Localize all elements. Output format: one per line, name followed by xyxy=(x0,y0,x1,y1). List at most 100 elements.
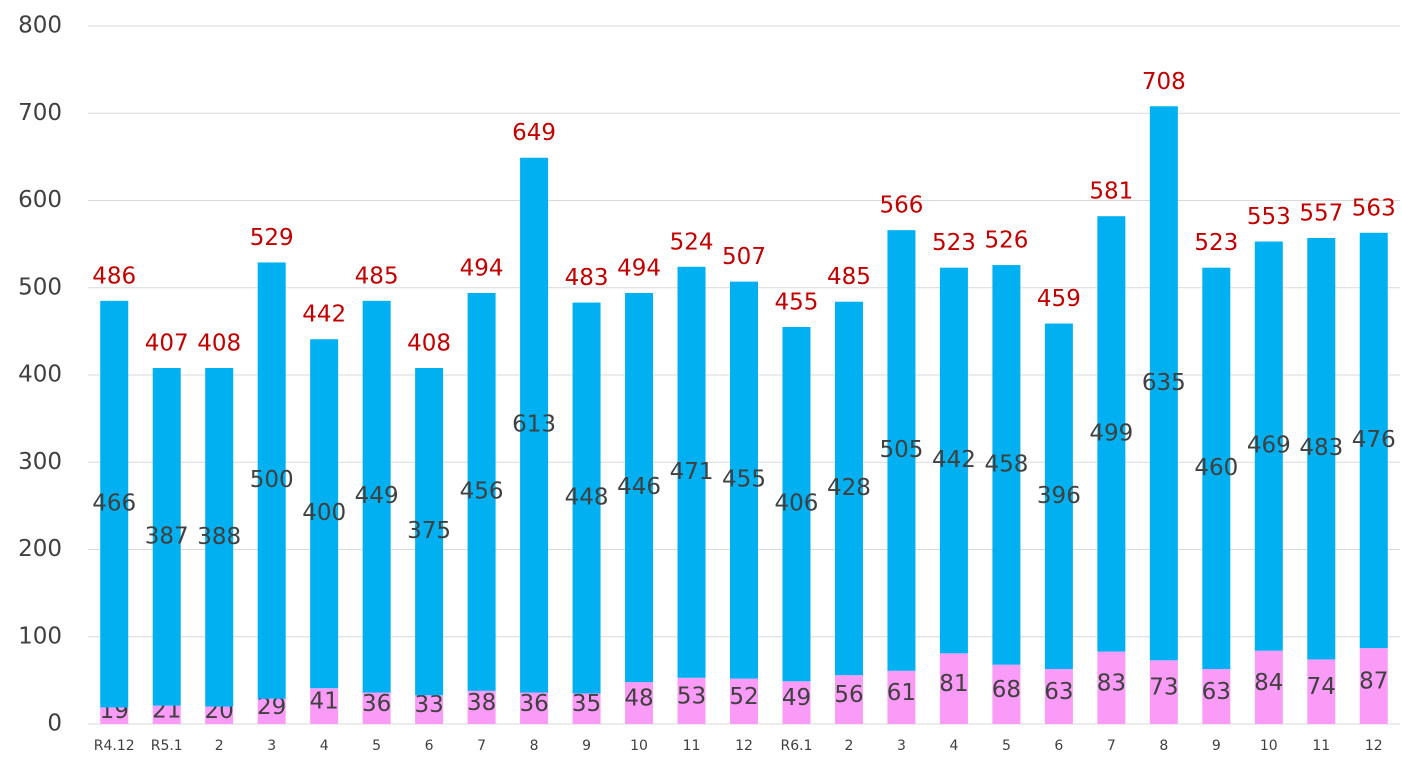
bar-segment xyxy=(520,692,549,724)
bar-segment xyxy=(1254,650,1283,724)
x-tick-label: 6 xyxy=(1054,738,1063,754)
bar-segment xyxy=(152,368,181,706)
bar-segment xyxy=(1202,267,1231,670)
bar-segment xyxy=(730,678,758,724)
x-tick-label: 2 xyxy=(844,738,853,754)
value-label: 483 xyxy=(1299,435,1343,461)
x-tick-label: 8 xyxy=(530,738,539,754)
bar-segment xyxy=(310,688,339,724)
total-label: 507 xyxy=(722,244,766,270)
bar-segment xyxy=(310,339,339,689)
x-tick-label: 7 xyxy=(1107,738,1116,754)
value-label: 35 xyxy=(572,691,601,717)
total-label: 524 xyxy=(670,229,714,255)
total-label: 708 xyxy=(1142,69,1186,95)
x-tick-label: 5 xyxy=(372,738,381,754)
x-tick-label: R4.12 xyxy=(94,738,135,754)
total-label: 486 xyxy=(92,263,136,289)
value-label: 505 xyxy=(879,437,923,463)
bar-segment xyxy=(625,682,654,724)
value-label: 635 xyxy=(1142,370,1186,396)
bar-segment xyxy=(100,300,129,708)
bar-segment xyxy=(1097,651,1126,724)
total-label: 483 xyxy=(565,265,609,291)
value-label: 63 xyxy=(1202,679,1231,705)
bar-segment xyxy=(782,327,811,682)
value-label: 38 xyxy=(467,690,496,716)
bar-segment xyxy=(834,301,863,676)
bar-segment xyxy=(205,706,234,724)
x-tick-label: 8 xyxy=(1159,738,1168,754)
value-label: 466 xyxy=(92,491,136,517)
total-label: 455 xyxy=(775,290,819,316)
value-label: 36 xyxy=(519,691,548,717)
bar-segment xyxy=(1307,659,1336,724)
value-label: 449 xyxy=(355,483,399,509)
total-label: 459 xyxy=(1037,286,1081,312)
value-label: 458 xyxy=(984,451,1028,477)
x-tick-label: 4 xyxy=(949,738,958,754)
total-label: 526 xyxy=(984,228,1028,254)
y-tick-label: 0 xyxy=(47,711,62,737)
total-label: 408 xyxy=(197,331,241,357)
x-tick-label: 9 xyxy=(1212,738,1221,754)
total-label: 494 xyxy=(460,255,504,281)
value-label: 36 xyxy=(362,691,391,717)
bar-segment xyxy=(362,692,391,724)
y-tick-label: 500 xyxy=(18,274,62,300)
x-tick-label: 6 xyxy=(425,738,434,754)
x-tick-label: 11 xyxy=(683,738,701,754)
value-label: 84 xyxy=(1254,670,1283,696)
bar-segment xyxy=(730,281,758,679)
x-tick-label: 12 xyxy=(1365,738,1383,754)
value-label: 469 xyxy=(1247,433,1291,459)
value-label: 500 xyxy=(250,467,294,493)
total-label: 563 xyxy=(1352,195,1396,221)
total-label: 557 xyxy=(1299,201,1343,227)
value-label: 442 xyxy=(932,447,976,473)
value-label: 476 xyxy=(1352,427,1396,453)
x-tick-label: 10 xyxy=(1260,738,1278,754)
value-label: 49 xyxy=(782,685,811,711)
x-tick-label: 4 xyxy=(320,738,329,754)
value-label: 406 xyxy=(775,491,819,517)
bar-segment xyxy=(1149,106,1178,661)
bar-segment xyxy=(939,653,968,724)
bar-segment xyxy=(992,664,1021,724)
y-tick-label: 400 xyxy=(18,362,62,388)
bar-segment xyxy=(625,292,654,683)
bar-segment xyxy=(415,368,444,696)
value-label: 388 xyxy=(197,524,241,550)
total-label: 407 xyxy=(145,331,189,357)
bar-segment xyxy=(782,681,811,724)
total-label: 442 xyxy=(302,302,346,328)
value-label: 81 xyxy=(939,671,968,697)
bar-segment xyxy=(887,670,916,724)
bar-segment xyxy=(939,267,968,654)
value-label: 428 xyxy=(827,475,871,501)
bar-segment xyxy=(467,690,496,724)
value-label: 460 xyxy=(1194,455,1238,481)
y-tick-label: 200 xyxy=(18,536,62,562)
value-label: 74 xyxy=(1307,674,1336,700)
value-label: 68 xyxy=(992,677,1021,703)
value-label: 471 xyxy=(670,459,714,485)
x-tick-label: R6.1 xyxy=(780,738,812,754)
value-label: 446 xyxy=(617,474,661,500)
total-label: 485 xyxy=(355,263,399,289)
total-label: 523 xyxy=(932,230,976,256)
value-label: 56 xyxy=(834,682,863,708)
value-label: 375 xyxy=(407,518,451,544)
y-tick-label: 600 xyxy=(18,187,62,213)
value-label: 499 xyxy=(1089,420,1133,446)
value-label: 61 xyxy=(887,680,916,706)
x-tick-label: 5 xyxy=(1002,738,1011,754)
x-tick-label: 2 xyxy=(215,738,224,754)
value-label: 387 xyxy=(145,523,189,549)
bar-segment xyxy=(834,675,863,724)
total-label: 553 xyxy=(1247,204,1291,230)
x-tick-label: 3 xyxy=(267,738,276,754)
value-label: 73 xyxy=(1149,675,1178,701)
bar-segment xyxy=(100,707,129,724)
